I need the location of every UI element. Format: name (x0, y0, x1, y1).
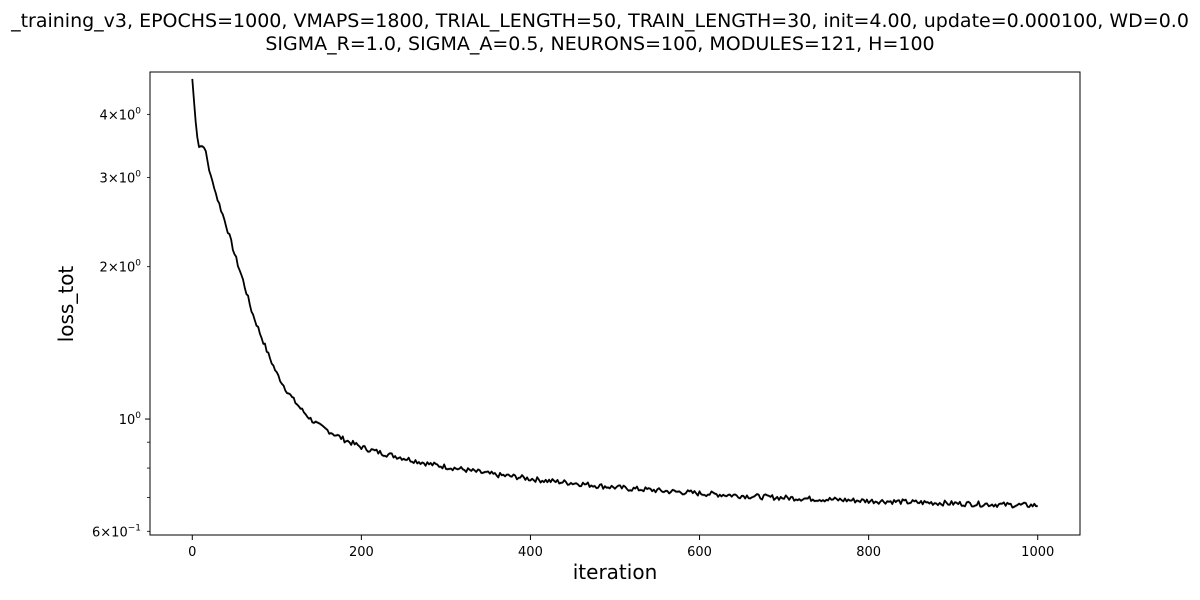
loss-line (191, 78, 1038, 509)
chart-title-line-1: _training_v3, EPOCHS=1000, VMAPS=1800, T… (10, 10, 1189, 32)
x-tick-label: 1000 (1021, 545, 1054, 560)
x-tick-label: 0 (188, 545, 196, 560)
chart-title-line-2: SIGMA_R=1.0, SIGMA_A=0.5, NEURONS=100, M… (265, 33, 934, 55)
x-axis-ticks: 0 200 400 600 800 1000 (188, 535, 1054, 560)
x-axis-label: iteration (573, 560, 658, 584)
y-axis-ticks: 100 6×10−1 2×100 3×100 4×100 (92, 106, 150, 540)
x-tick-label: 800 (856, 545, 881, 560)
x-tick-label: 400 (518, 545, 543, 560)
y-tick-label: 2×100 (100, 259, 142, 276)
y-tick-label: 3×100 (100, 170, 142, 187)
series-line (191, 78, 1038, 509)
y-tick-label: 6×10−1 (92, 523, 141, 540)
y-axis-label: loss_tot (54, 266, 78, 343)
y-tick-label: 100 (119, 411, 142, 428)
plot-frame (149, 71, 1081, 536)
x-tick-label: 600 (687, 545, 712, 560)
confidence-band (192, 77, 1038, 510)
x-tick-label: 200 (349, 545, 374, 560)
series-band (192, 77, 1038, 510)
y-tick-label: 4×100 (100, 106, 142, 123)
